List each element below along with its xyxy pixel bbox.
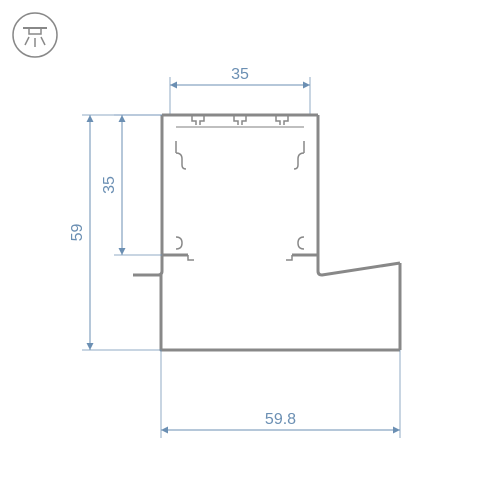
dim-total-height: 59: [69, 224, 86, 242]
dim-top-width: 35: [231, 66, 249, 83]
downlight-icon: [13, 13, 57, 57]
dim-base-width: 59.8: [265, 411, 296, 428]
dim-inner-height: 35: [101, 176, 118, 194]
